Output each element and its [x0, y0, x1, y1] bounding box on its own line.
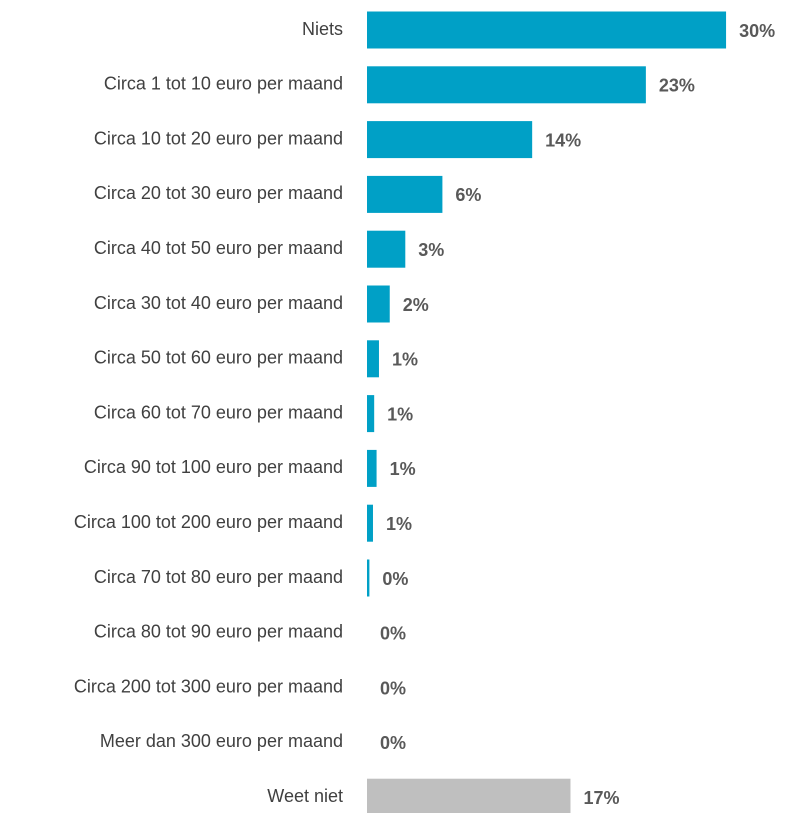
value-label: 1%	[392, 350, 418, 370]
bar	[367, 121, 533, 159]
value-label: 23%	[659, 76, 695, 96]
category-label: Weet niet	[267, 786, 343, 806]
value-label: 14%	[545, 130, 581, 150]
value-label: 0%	[382, 569, 408, 589]
value-label: 0%	[380, 733, 406, 753]
category-label: Circa 30 tot 40 euro per maand	[94, 293, 343, 313]
bar	[367, 175, 443, 213]
value-label: 1%	[390, 459, 416, 479]
category-label: Circa 20 tot 30 euro per maand	[94, 183, 343, 203]
value-label: 0%	[380, 678, 406, 698]
category-label: Circa 200 tot 300 euro per maand	[74, 676, 343, 696]
value-label: 17%	[583, 788, 619, 808]
value-label: 1%	[386, 514, 412, 534]
value-label: 1%	[387, 404, 413, 424]
bar	[367, 230, 406, 268]
bar	[367, 449, 377, 487]
category-label: Circa 60 tot 70 euro per maand	[94, 402, 343, 422]
value-label: 0%	[380, 624, 406, 644]
category-label: Circa 70 tot 80 euro per maand	[94, 567, 343, 587]
category-label: Circa 1 tot 10 euro per maand	[104, 74, 343, 94]
category-label: Meer dan 300 euro per maand	[100, 731, 343, 751]
bar	[367, 778, 571, 813]
bar	[367, 285, 390, 323]
bar	[367, 395, 375, 433]
bar	[367, 66, 646, 104]
category-label: Circa 10 tot 20 euro per maand	[94, 128, 343, 148]
category-label: Circa 100 tot 200 euro per maand	[74, 512, 343, 532]
bar	[367, 559, 370, 597]
value-label: 6%	[455, 185, 481, 205]
value-label: 2%	[403, 295, 429, 315]
category-label: Circa 80 tot 90 euro per maand	[94, 622, 343, 642]
category-label: Niets	[302, 19, 343, 39]
category-label: Circa 40 tot 50 euro per maand	[94, 238, 343, 258]
category-label: Circa 90 tot 100 euro per maand	[84, 457, 343, 477]
value-label: 3%	[418, 240, 444, 260]
bar	[367, 11, 727, 49]
value-label: 30%	[739, 21, 775, 41]
bar	[367, 340, 379, 378]
bar	[367, 504, 373, 542]
category-label: Circa 50 tot 60 euro per maand	[94, 348, 343, 368]
